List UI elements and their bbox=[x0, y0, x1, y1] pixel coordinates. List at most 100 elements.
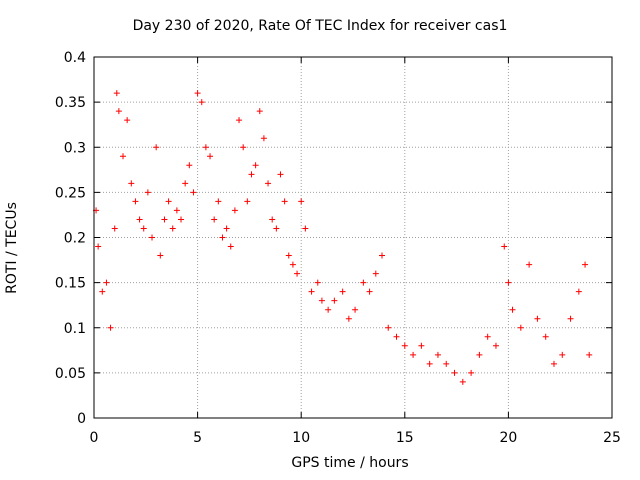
x-tick-label: 10 bbox=[292, 430, 310, 446]
x-tick-label: 15 bbox=[396, 430, 414, 446]
data-point bbox=[345, 315, 352, 322]
data-point bbox=[385, 324, 392, 331]
data-point bbox=[173, 207, 180, 214]
data-point bbox=[492, 342, 499, 349]
data-point bbox=[401, 342, 408, 349]
data-point bbox=[352, 306, 359, 313]
data-point bbox=[534, 315, 541, 322]
data-point bbox=[231, 207, 238, 214]
data-point bbox=[260, 135, 267, 142]
chart-title: Day 230 of 2020, Rate Of TEC Index for r… bbox=[132, 18, 508, 34]
data-point bbox=[207, 153, 214, 160]
x-tick-label: 5 bbox=[193, 430, 202, 446]
data-point bbox=[186, 162, 193, 169]
data-point bbox=[269, 216, 276, 223]
x-tick-label: 0 bbox=[90, 430, 99, 446]
data-point bbox=[526, 261, 533, 268]
data-point bbox=[165, 198, 172, 205]
y-tick-label: 0.2 bbox=[64, 231, 86, 247]
data-point bbox=[372, 270, 379, 277]
data-point bbox=[289, 261, 296, 268]
data-point bbox=[219, 234, 226, 241]
data-point bbox=[178, 216, 185, 223]
scatter-points bbox=[93, 90, 593, 385]
data-point bbox=[149, 234, 156, 241]
data-point bbox=[509, 306, 516, 313]
data-point bbox=[325, 306, 332, 313]
data-point bbox=[248, 171, 255, 178]
data-point bbox=[256, 108, 263, 115]
data-point bbox=[128, 180, 135, 187]
y-tick-label: 0.05 bbox=[55, 366, 86, 382]
data-point bbox=[115, 108, 122, 115]
data-point bbox=[379, 252, 386, 259]
data-point bbox=[223, 225, 230, 232]
data-point bbox=[517, 324, 524, 331]
x-tick-label: 20 bbox=[499, 430, 517, 446]
y-tick-label: 0.15 bbox=[55, 276, 86, 292]
data-point bbox=[194, 90, 201, 97]
data-point bbox=[501, 243, 508, 250]
y-tick-label: 0.1 bbox=[64, 321, 86, 337]
data-point bbox=[198, 99, 205, 106]
data-point bbox=[132, 198, 139, 205]
y-tick-label: 0.25 bbox=[55, 185, 86, 201]
data-point bbox=[476, 351, 483, 358]
data-point bbox=[582, 261, 589, 268]
data-point bbox=[202, 144, 209, 151]
y-tick-label: 0.3 bbox=[64, 140, 86, 156]
data-point bbox=[236, 117, 243, 124]
data-point bbox=[451, 369, 458, 376]
data-point bbox=[459, 378, 466, 385]
x-tick-label: 25 bbox=[603, 430, 621, 446]
data-point bbox=[273, 225, 280, 232]
data-point bbox=[227, 243, 234, 250]
data-point bbox=[190, 189, 197, 196]
data-point bbox=[360, 279, 367, 286]
data-point bbox=[302, 225, 309, 232]
data-point bbox=[95, 243, 102, 250]
data-point bbox=[505, 279, 512, 286]
data-point bbox=[136, 216, 143, 223]
data-point bbox=[215, 198, 222, 205]
data-point bbox=[113, 90, 120, 97]
data-point bbox=[182, 180, 189, 187]
data-point bbox=[157, 252, 164, 259]
data-point bbox=[120, 153, 127, 160]
data-point bbox=[308, 288, 315, 295]
data-point bbox=[434, 351, 441, 358]
grid-lines bbox=[94, 57, 612, 418]
data-point bbox=[169, 225, 176, 232]
data-point bbox=[244, 198, 251, 205]
x-axis-label: GPS time / hours bbox=[291, 455, 409, 471]
data-point bbox=[107, 324, 114, 331]
data-point bbox=[124, 117, 131, 124]
data-point bbox=[393, 333, 400, 340]
data-point bbox=[550, 360, 557, 367]
data-point bbox=[586, 351, 593, 358]
y-tick-label: 0.35 bbox=[55, 95, 86, 111]
y-tick-label: 0 bbox=[77, 411, 86, 427]
data-point bbox=[314, 279, 321, 286]
data-point bbox=[144, 189, 151, 196]
data-point bbox=[252, 162, 259, 169]
data-point bbox=[575, 288, 582, 295]
data-point bbox=[559, 351, 566, 358]
data-point bbox=[542, 333, 549, 340]
y-tick-label: 0.4 bbox=[64, 50, 86, 66]
data-point bbox=[161, 216, 168, 223]
data-point bbox=[331, 297, 338, 304]
data-point bbox=[318, 297, 325, 304]
data-point bbox=[211, 216, 218, 223]
data-point bbox=[484, 333, 491, 340]
data-point bbox=[298, 198, 305, 205]
data-point bbox=[443, 360, 450, 367]
data-point bbox=[153, 144, 160, 151]
data-point bbox=[281, 198, 288, 205]
data-point bbox=[294, 270, 301, 277]
data-point bbox=[277, 171, 284, 178]
data-point bbox=[240, 144, 247, 151]
data-point bbox=[99, 288, 106, 295]
axis-ticks: 0 0.05 0.1 0.15 0.2 0.25 0.3 0.35 0.4 0 5 10 15 20 25 bbox=[55, 50, 621, 446]
